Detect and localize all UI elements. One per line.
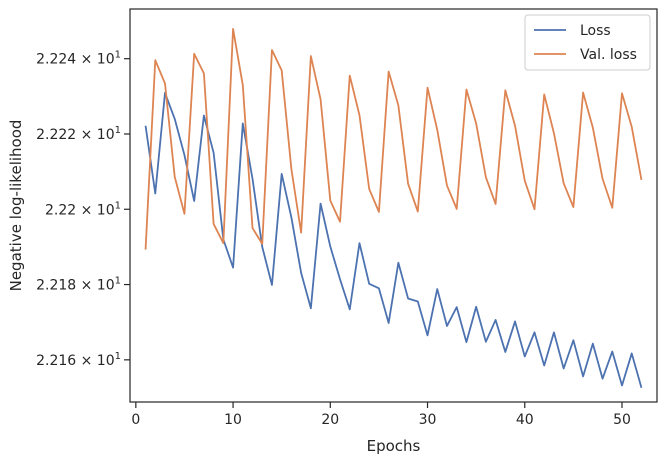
legend-label-loss: Loss xyxy=(580,23,611,39)
series-line-1 xyxy=(144,28,643,250)
y-axis: 2.216 × 101 2.218 × 101 2.22 × 101 2.222 × … xyxy=(36,50,130,369)
x-tick-label: 30 xyxy=(419,412,437,428)
y-tick-label: 2.216 × 101 xyxy=(36,351,121,369)
legend-box xyxy=(524,14,651,71)
x-axis-title: Epochs xyxy=(367,437,421,455)
series-line-0 xyxy=(144,92,643,388)
y-tick-label: 2.224 × 101 xyxy=(36,50,121,68)
x-tick-label: 20 xyxy=(321,412,339,428)
plot-frame xyxy=(129,8,658,403)
y-tick-label: 2.222 × 101 xyxy=(36,125,121,143)
x-axis: 0 10 20 30 40 50 xyxy=(131,402,631,428)
legend: Loss Val. loss xyxy=(524,14,651,71)
x-tick-label: 0 xyxy=(131,412,140,428)
x-tick-label: 10 xyxy=(224,412,242,428)
y-axis-title: Negative log-likelihood xyxy=(7,120,25,292)
x-tick-label: 40 xyxy=(516,412,534,428)
y-tick-label: 2.218 × 101 xyxy=(36,276,121,294)
plot-lines xyxy=(144,28,643,388)
legend-label-val-loss: Val. loss xyxy=(580,47,637,63)
y-tick-label: 2.22 × 101 xyxy=(45,200,121,218)
x-tick-label: 50 xyxy=(613,412,631,428)
